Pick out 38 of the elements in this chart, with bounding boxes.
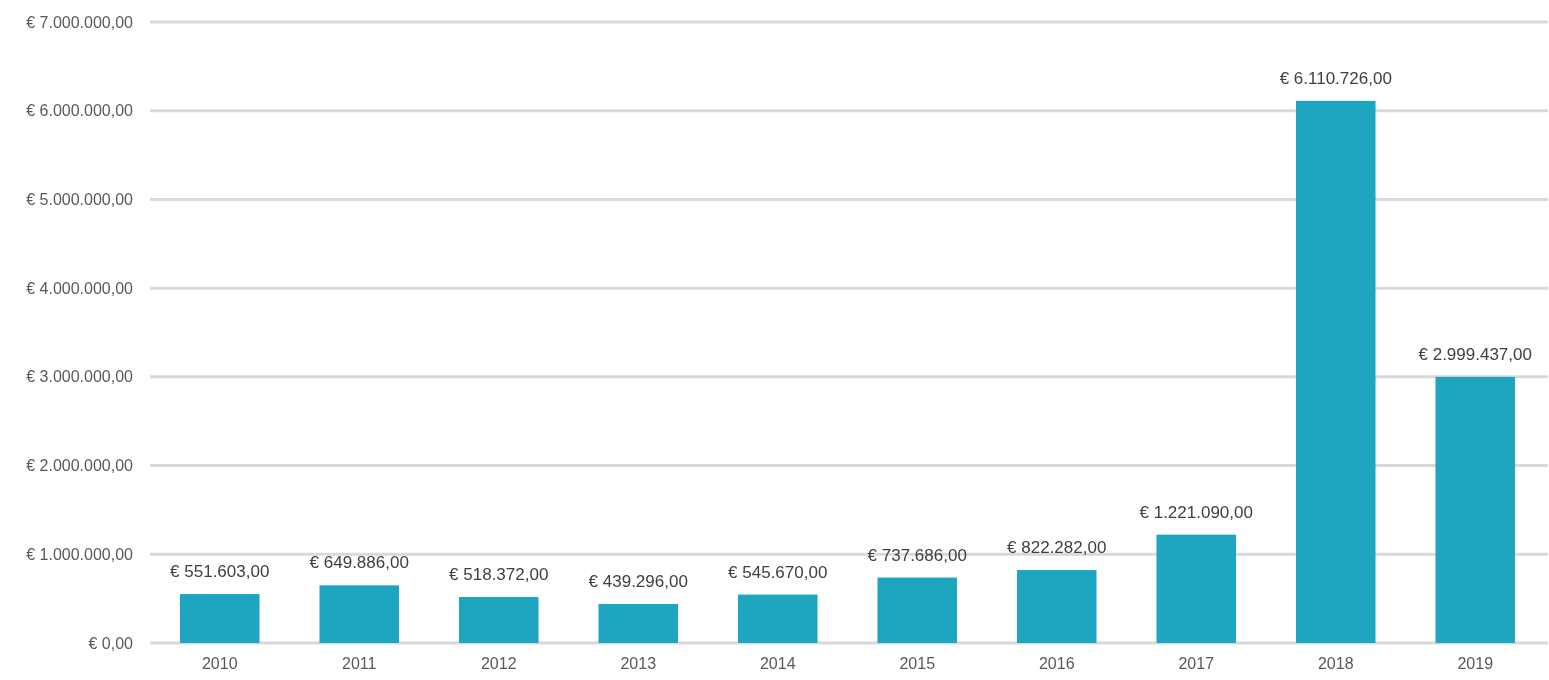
x-tick-label: 2016 [1038,655,1075,672]
y-tick-label: € 4.000.000,00 [26,279,134,297]
data-label: € 1.221.090,00 [1139,502,1253,522]
x-tick-label: 2011 [342,655,377,672]
bar [1156,534,1237,643]
x-tick-label: 2019 [1457,655,1494,672]
x-tick-label: 2015 [899,655,936,672]
y-tick-label: € 7.000.000,00 [26,13,134,31]
bar [319,585,400,643]
y-tick-label: € 3.000.000,00 [26,368,134,386]
bar [598,604,679,643]
x-tick-label: 2010 [201,655,238,672]
x-tick-label: 2014 [759,655,796,672]
data-label: € 737.686,00 [867,545,967,565]
bar [877,577,958,643]
x-tick-label: 2012 [480,655,517,672]
y-tick-label: € 1.000.000,00 [26,545,134,563]
y-tick-label: € 5.000.000,00 [26,191,134,209]
data-label: € 518.372,00 [449,565,549,585]
bar [1295,100,1376,643]
x-tick-label: 2018 [1317,655,1354,672]
y-tick-label: € 0,00 [88,634,134,652]
data-label: € 2.999.437,00 [1418,344,1532,364]
bar [1435,376,1516,643]
data-label: € 649.886,00 [309,553,409,573]
bar [1016,570,1097,643]
bar [179,594,260,643]
data-label: € 551.603,00 [170,562,270,582]
data-label: € 822.282,00 [1007,538,1107,558]
data-label: € 545.670,00 [728,562,828,582]
bar [458,597,539,643]
y-tick-label: € 6.000.000,00 [26,102,134,120]
data-label: € 439.296,00 [588,572,688,592]
data-label: € 6.110.726,00 [1279,68,1392,88]
x-tick-label: 2013 [620,655,657,672]
bar [737,594,818,643]
y-tick-label: € 2.000.000,00 [26,457,134,475]
x-tick-label: 2017 [1178,655,1215,672]
